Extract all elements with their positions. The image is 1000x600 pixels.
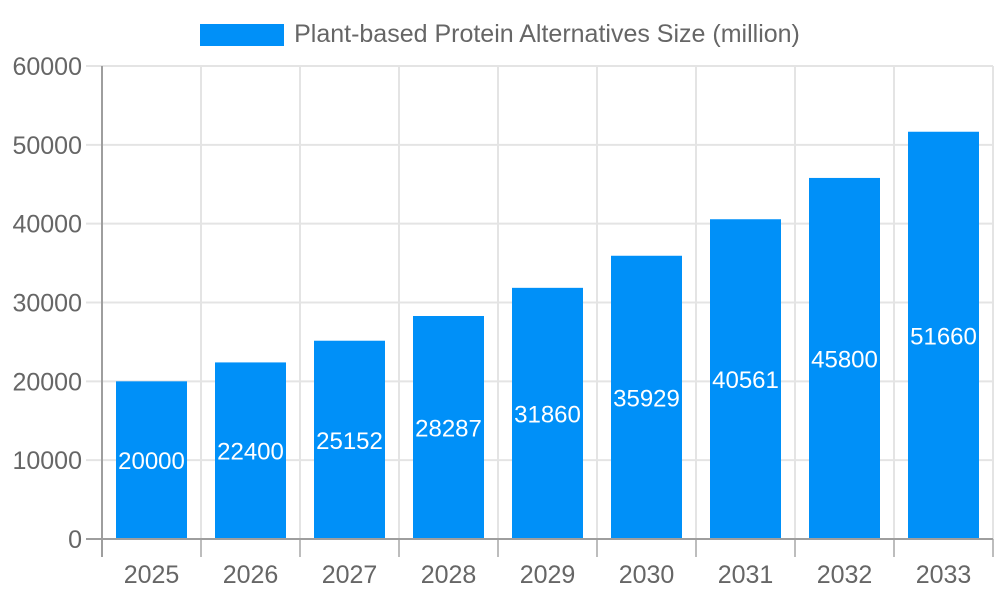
bar-value-label: 31860 bbox=[514, 401, 581, 428]
bar bbox=[512, 287, 583, 539]
bar bbox=[611, 255, 682, 540]
bar bbox=[908, 131, 979, 539]
x-tick-label: 2031 bbox=[718, 561, 774, 589]
x-tick-label: 2026 bbox=[223, 561, 279, 589]
y-tick-label: 10000 bbox=[12, 447, 82, 475]
y-tick-label: 50000 bbox=[12, 132, 82, 160]
y-tick-label: 20000 bbox=[12, 368, 82, 396]
bar bbox=[314, 340, 385, 539]
legend-label: Plant-based Protein Alternatives Size (m… bbox=[294, 20, 800, 48]
legend: Plant-based Protein Alternatives Size (m… bbox=[0, 20, 1000, 49]
x-tick-label: 2030 bbox=[619, 561, 675, 589]
bar bbox=[116, 381, 187, 539]
x-tick-label: 2033 bbox=[916, 561, 972, 589]
x-tick-label: 2028 bbox=[421, 561, 477, 589]
bar bbox=[809, 177, 880, 539]
x-tick-label: 2027 bbox=[322, 561, 378, 589]
bar-value-label: 35929 bbox=[613, 385, 680, 412]
legend-swatch bbox=[200, 23, 285, 46]
bar-value-label: 51660 bbox=[910, 323, 977, 350]
bar bbox=[215, 362, 286, 539]
bar-value-label: 40561 bbox=[712, 367, 779, 394]
bar-value-label: 45800 bbox=[811, 346, 878, 373]
x-tick-label: 2025 bbox=[124, 561, 180, 589]
bar-value-label: 25152 bbox=[316, 428, 383, 455]
bar-value-label: 28287 bbox=[415, 416, 482, 443]
y-tick-label: 0 bbox=[68, 526, 82, 554]
y-tick-label: 30000 bbox=[12, 290, 82, 318]
y-tick-label: 40000 bbox=[12, 211, 82, 239]
bar bbox=[413, 316, 484, 539]
x-tick-label: 2032 bbox=[817, 561, 873, 589]
bar bbox=[710, 219, 781, 539]
bar-value-label: 22400 bbox=[217, 439, 284, 466]
x-tick-label: 2029 bbox=[520, 561, 576, 589]
y-tick-label: 60000 bbox=[12, 53, 82, 81]
bar-value-label: 20000 bbox=[118, 448, 185, 475]
